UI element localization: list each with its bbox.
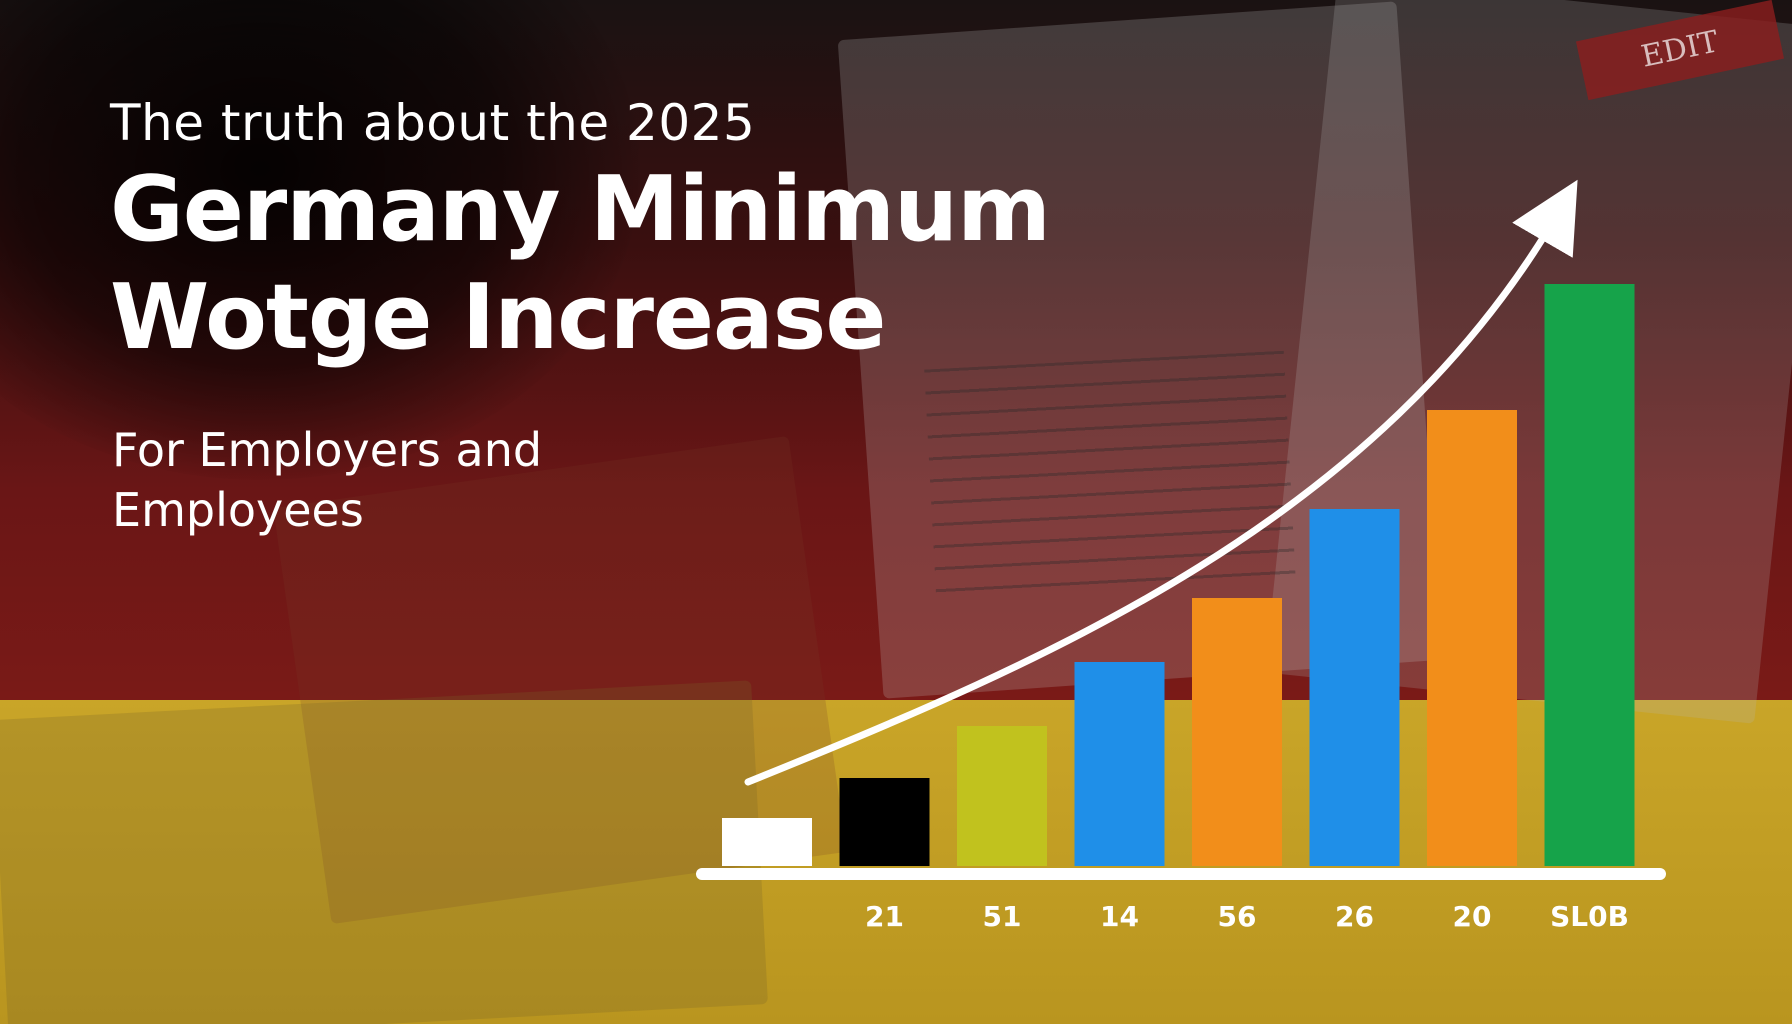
bar-8	[1544, 284, 1635, 866]
bar-4	[1074, 662, 1165, 866]
x-tick-label: 20	[1453, 900, 1492, 933]
headline-line-3: Wotge Increase	[110, 265, 886, 370]
bar-6	[1309, 509, 1400, 866]
x-tick-label: SL0B	[1550, 900, 1629, 933]
headline-line-2: Germany Minimum	[110, 157, 1051, 262]
x-axis-ticks: 21 51 14 56 26 20 SL0B	[865, 900, 1629, 933]
bar-2	[839, 778, 930, 866]
x-tick-label: 14	[1100, 900, 1139, 933]
subtitle-line-1: For Employers and	[112, 423, 543, 477]
trend-arrow	[744, 179, 1578, 786]
bar-1	[722, 818, 812, 866]
subtitle: For Employers and Employees	[112, 420, 542, 540]
headline: The truth about the 2025 Germany Minimum…	[110, 90, 1051, 372]
x-tick-label: 26	[1335, 900, 1374, 933]
bar-3	[957, 726, 1047, 866]
bar-7	[1427, 410, 1517, 866]
x-tick-label: 51	[983, 900, 1022, 933]
bar-5	[1192, 598, 1282, 866]
headline-line-1: The truth about the 2025	[110, 94, 756, 152]
x-tick-label: 21	[865, 900, 904, 933]
subtitle-line-2: Employees	[112, 483, 364, 537]
bars	[722, 284, 1635, 866]
x-tick-label: 56	[1218, 900, 1257, 933]
